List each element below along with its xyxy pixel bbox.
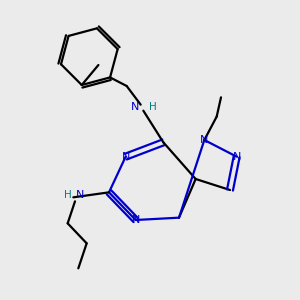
Text: H: H: [64, 190, 72, 200]
Text: H: H: [149, 102, 157, 112]
Text: N: N: [131, 215, 140, 225]
Text: N: N: [200, 135, 208, 145]
Text: N: N: [76, 190, 84, 200]
Text: N: N: [122, 152, 130, 162]
Text: N: N: [232, 152, 241, 162]
Text: N: N: [131, 102, 139, 112]
